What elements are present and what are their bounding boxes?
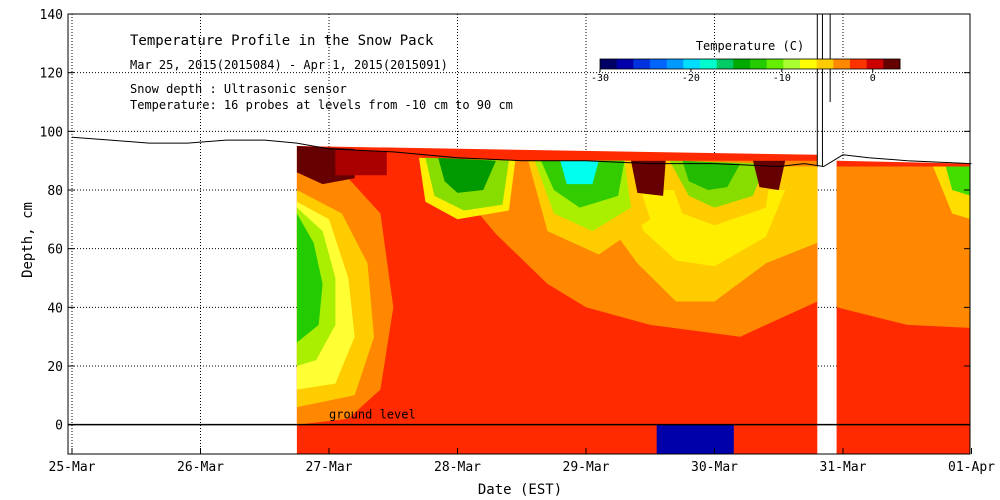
cold-dip-28mar-dark-region — [438, 157, 496, 193]
x-tick-label: 28-Mar — [434, 460, 481, 475]
y-axis-ticks: 0 20 40 60 80 100 120 140 — [40, 8, 970, 434]
x-tick-label: 25-Mar — [49, 460, 96, 475]
cold-dip-30mar-green2-region — [682, 160, 741, 190]
x-tick-label: 29-Mar — [563, 460, 610, 475]
chart-overlay: ground level — [68, 14, 972, 426]
colorbar-tick-label: -10 — [773, 73, 791, 84]
colorbar-cell — [850, 59, 868, 69]
right-edge-green-region — [945, 166, 970, 196]
colorbar-cell — [683, 59, 701, 69]
snow-depth-line — [71, 136, 972, 168]
y-tick-label: 140 — [40, 8, 63, 23]
colorbar-tick-label: -30 — [591, 73, 609, 84]
top-crust-dark-2-region — [335, 148, 387, 176]
colorbar-tick-label: -20 — [682, 73, 700, 84]
colorbar-title: Temperature (C) — [696, 39, 804, 53]
snow-depth-note: Snow depth : Ultrasonic sensor — [130, 82, 347, 96]
colorbar-cell — [616, 59, 634, 69]
colorbar-cell — [866, 59, 884, 69]
temperature-regions — [296, 146, 970, 454]
x-tick-label: 30-Mar — [691, 460, 738, 475]
x-tick-label: 26-Mar — [177, 460, 224, 475]
cold-dip-29mar-cyan-region — [560, 160, 599, 185]
colorbar-cell — [750, 59, 768, 69]
x-tick-label: 31-Mar — [820, 460, 867, 475]
y-tick-label: 0 — [55, 419, 63, 434]
colorbar-frame — [599, 58, 901, 70]
y-tick-label: 40 — [47, 301, 63, 316]
plot-frame — [67, 13, 971, 455]
chart-title: Temperature Profile in the Snow Pack — [130, 33, 434, 49]
colorbar-cell — [666, 59, 684, 69]
colorbar-cell — [883, 59, 901, 69]
colorbar-cell — [716, 59, 734, 69]
temperature-note: Temperature: 16 probes at levels from -1… — [130, 98, 513, 112]
soil-cold-blue-region — [656, 424, 734, 454]
colorbar-cell — [783, 59, 801, 69]
y-tick-label: 120 — [40, 67, 63, 82]
colorbar-cell — [833, 59, 851, 69]
mid-layer-orange-late-region — [836, 166, 970, 328]
y-tick-label: 100 — [40, 125, 63, 140]
y-axis-label: Depth, cm — [20, 202, 36, 278]
dark-crust-30mar-region — [631, 160, 666, 196]
colorbar-cell — [650, 59, 668, 69]
x-tick-label: 01-Apr — [948, 460, 995, 475]
colorbar-cell — [733, 59, 751, 69]
y-tick-label: 80 — [47, 184, 63, 199]
date-range-label: Mar 25, 2015(2015084) - Apr 1, 2015(2015… — [130, 58, 448, 72]
x-axis-ticks: 25-Mar 26-Mar 27-Mar 28-Mar 29-Mar 30-Mar 31-M… — [49, 448, 995, 475]
ground-level-label: ground level — [329, 408, 416, 422]
y-tick-label: 20 — [47, 360, 63, 375]
colorbar-cell — [766, 59, 784, 69]
colorbar-cell — [816, 59, 834, 69]
x-axis-label: Date (EST) — [478, 482, 562, 498]
colorbar-cell — [633, 59, 651, 69]
colorbar-tick-label: 0 — [870, 73, 876, 84]
dark-crust-31mar-region — [753, 160, 786, 190]
y-tick-label: 60 — [47, 243, 63, 258]
day27-green-region — [296, 213, 323, 343]
colorbar-cell — [800, 59, 818, 69]
cold-dip-29mar-green2-region — [541, 160, 625, 208]
colorbar-cell — [700, 59, 718, 69]
colorbar: Temperature (C) -30 -20 -10 0 — [591, 39, 901, 84]
colorbar-cell — [600, 59, 618, 69]
x-tick-label: 27-Mar — [306, 460, 353, 475]
